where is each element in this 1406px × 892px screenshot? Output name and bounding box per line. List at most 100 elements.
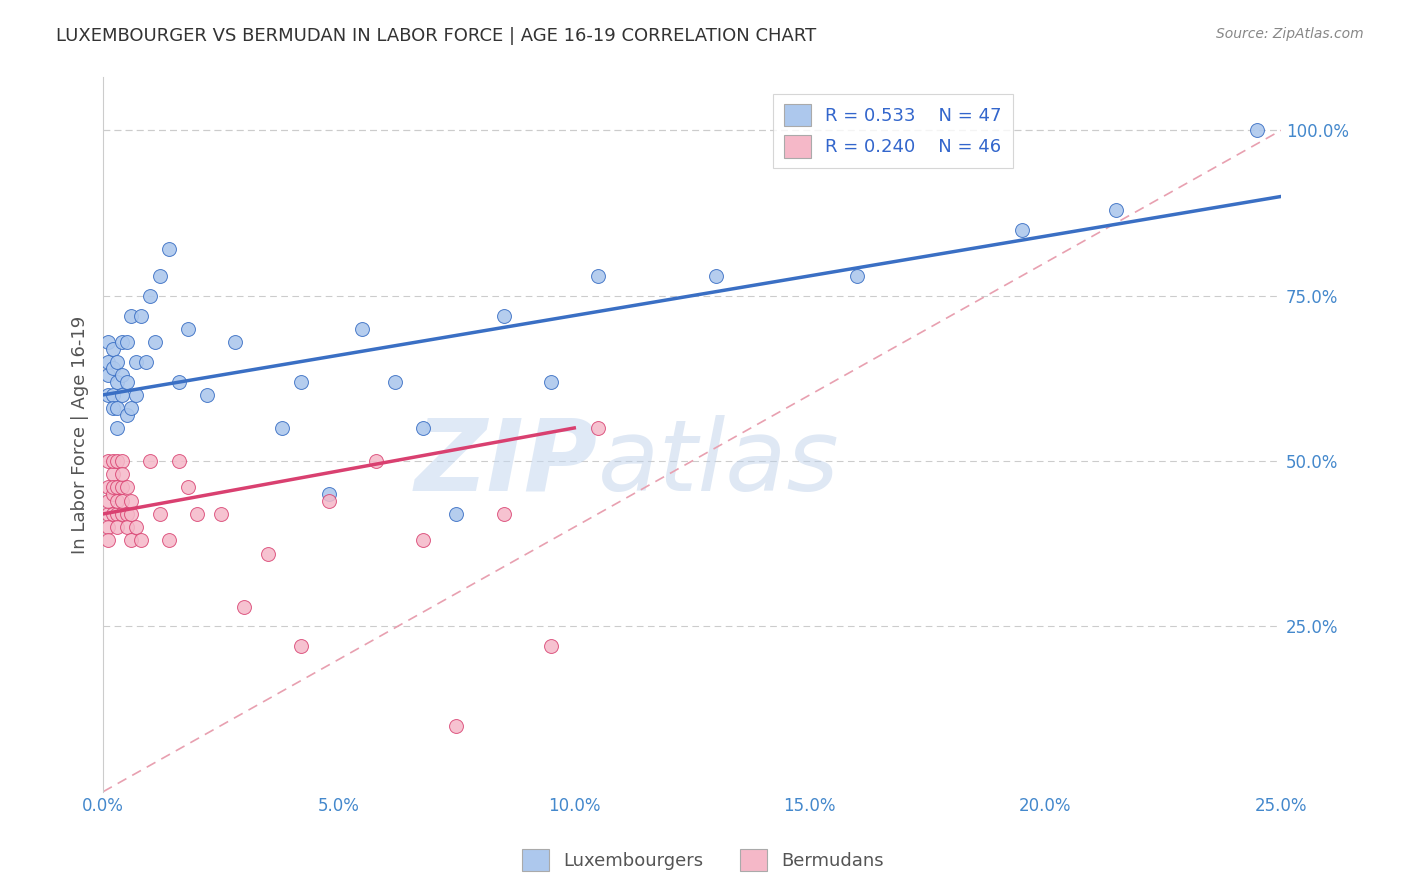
Point [111,454,134,468]
Legend: R = 0.533    N = 47, R = 0.240    N = 46: R = 0.533 N = 47, R = 0.240 N = 46 [773,94,1012,169]
Point [384,375,406,389]
Point [167,375,190,389]
Point [105,355,128,369]
Point [224,334,246,349]
Point [586,268,609,283]
Point [111,467,134,482]
Point [271,421,294,435]
Point [97,355,120,369]
Point [101,388,124,402]
Point [318,493,340,508]
Point [1246,123,1268,137]
Point [125,355,148,369]
Point [412,421,434,435]
Point [101,454,124,468]
Point [101,507,124,521]
Point [111,368,134,382]
Point [412,533,434,548]
Point [101,342,124,356]
Point [111,334,134,349]
Point [446,718,468,732]
Point [167,454,190,468]
Point [157,533,180,548]
Point [120,507,142,521]
Point [366,454,388,468]
Point [115,507,138,521]
Point [233,599,256,614]
Point [143,334,166,349]
Point [290,375,312,389]
Point [97,368,120,382]
Point [111,388,134,402]
Point [209,507,232,521]
Point [120,309,142,323]
Point [105,401,128,416]
Point [492,507,515,521]
Point [97,480,120,494]
Point [186,507,208,521]
Y-axis label: In Labor Force | Age 16-19: In Labor Force | Age 16-19 [72,316,89,554]
Point [101,361,124,376]
Point [97,334,120,349]
Point [111,507,134,521]
Point [125,388,148,402]
Point [120,401,142,416]
Point [115,480,138,494]
Point [129,533,152,548]
Point [97,520,120,534]
Text: Source: ZipAtlas.com: Source: ZipAtlas.com [1216,27,1364,41]
Point [111,493,134,508]
Point [446,507,468,521]
Point [105,421,128,435]
Point [101,480,124,494]
Point [115,334,138,349]
Point [105,480,128,494]
Point [540,375,562,389]
Point [105,493,128,508]
Point [111,480,134,494]
Point [97,507,120,521]
Text: atlas: atlas [598,415,839,512]
Point [97,388,120,402]
Point [115,375,138,389]
Point [352,322,374,336]
Point [195,388,218,402]
Legend: Luxembourgers, Bermudans: Luxembourgers, Bermudans [515,842,891,879]
Point [101,467,124,482]
Point [586,421,609,435]
Point [318,487,340,501]
Point [492,309,515,323]
Point [704,268,727,283]
Text: LUXEMBOURGER VS BERMUDAN IN LABOR FORCE | AGE 16-19 CORRELATION CHART: LUXEMBOURGER VS BERMUDAN IN LABOR FORCE … [56,27,817,45]
Point [135,355,157,369]
Point [105,375,128,389]
Point [845,268,868,283]
Point [105,507,128,521]
Point [540,639,562,653]
Point [120,493,142,508]
Point [177,480,200,494]
Point [97,493,120,508]
Point [1105,202,1128,217]
Point [115,520,138,534]
Point [97,533,120,548]
Point [139,454,162,468]
Point [105,454,128,468]
Point [101,487,124,501]
Point [149,507,172,521]
Point [177,322,200,336]
Point [129,309,152,323]
Point [139,288,162,302]
Point [97,454,120,468]
Point [115,408,138,422]
Point [257,547,280,561]
Point [157,243,180,257]
Point [101,401,124,416]
Point [149,268,172,283]
Point [125,520,148,534]
Point [290,639,312,653]
Point [105,520,128,534]
Text: ZIP: ZIP [415,415,598,512]
Point [1011,222,1033,236]
Point [120,533,142,548]
